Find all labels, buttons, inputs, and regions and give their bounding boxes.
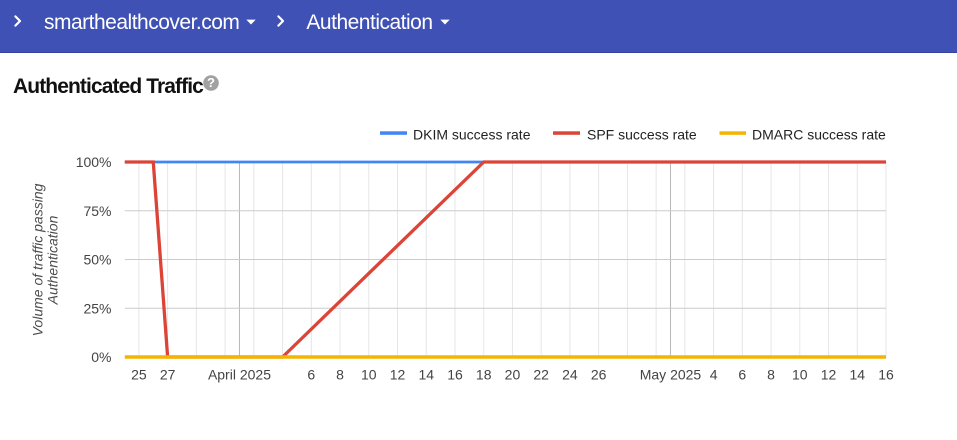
svg-text:SPF success rate: SPF success rate bbox=[587, 127, 697, 143]
svg-text:16: 16 bbox=[447, 367, 463, 383]
svg-text:12: 12 bbox=[821, 367, 837, 383]
svg-text:10: 10 bbox=[792, 367, 808, 383]
svg-text:20: 20 bbox=[505, 367, 521, 383]
svg-text:12: 12 bbox=[390, 367, 406, 383]
svg-text:25%: 25% bbox=[83, 300, 111, 316]
svg-text:6: 6 bbox=[307, 367, 315, 383]
svg-text:6: 6 bbox=[738, 367, 746, 383]
svg-text:14: 14 bbox=[849, 367, 865, 383]
svg-text:25: 25 bbox=[131, 367, 147, 383]
svg-text:24: 24 bbox=[562, 367, 578, 383]
svg-text:DKIM success rate: DKIM success rate bbox=[413, 127, 531, 143]
svg-text:100%: 100% bbox=[76, 154, 112, 170]
svg-text:April 2025: April 2025 bbox=[208, 367, 271, 383]
svg-text:8: 8 bbox=[767, 367, 775, 383]
svg-text:?: ? bbox=[207, 75, 215, 90]
svg-text:May 2025: May 2025 bbox=[640, 367, 702, 383]
svg-text:22: 22 bbox=[533, 367, 549, 383]
svg-text:14: 14 bbox=[418, 367, 434, 383]
svg-text:16: 16 bbox=[878, 367, 894, 383]
svg-text:75%: 75% bbox=[83, 203, 111, 219]
svg-text:10: 10 bbox=[361, 367, 377, 383]
svg-text:4: 4 bbox=[710, 367, 718, 383]
svg-text:50%: 50% bbox=[83, 252, 111, 268]
svg-text:26: 26 bbox=[591, 367, 607, 383]
svg-text:DMARC success rate: DMARC success rate bbox=[752, 127, 886, 143]
svg-text:18: 18 bbox=[476, 367, 492, 383]
svg-text:27: 27 bbox=[160, 367, 176, 383]
svg-text:8: 8 bbox=[336, 367, 344, 383]
svg-text:0%: 0% bbox=[91, 349, 111, 365]
